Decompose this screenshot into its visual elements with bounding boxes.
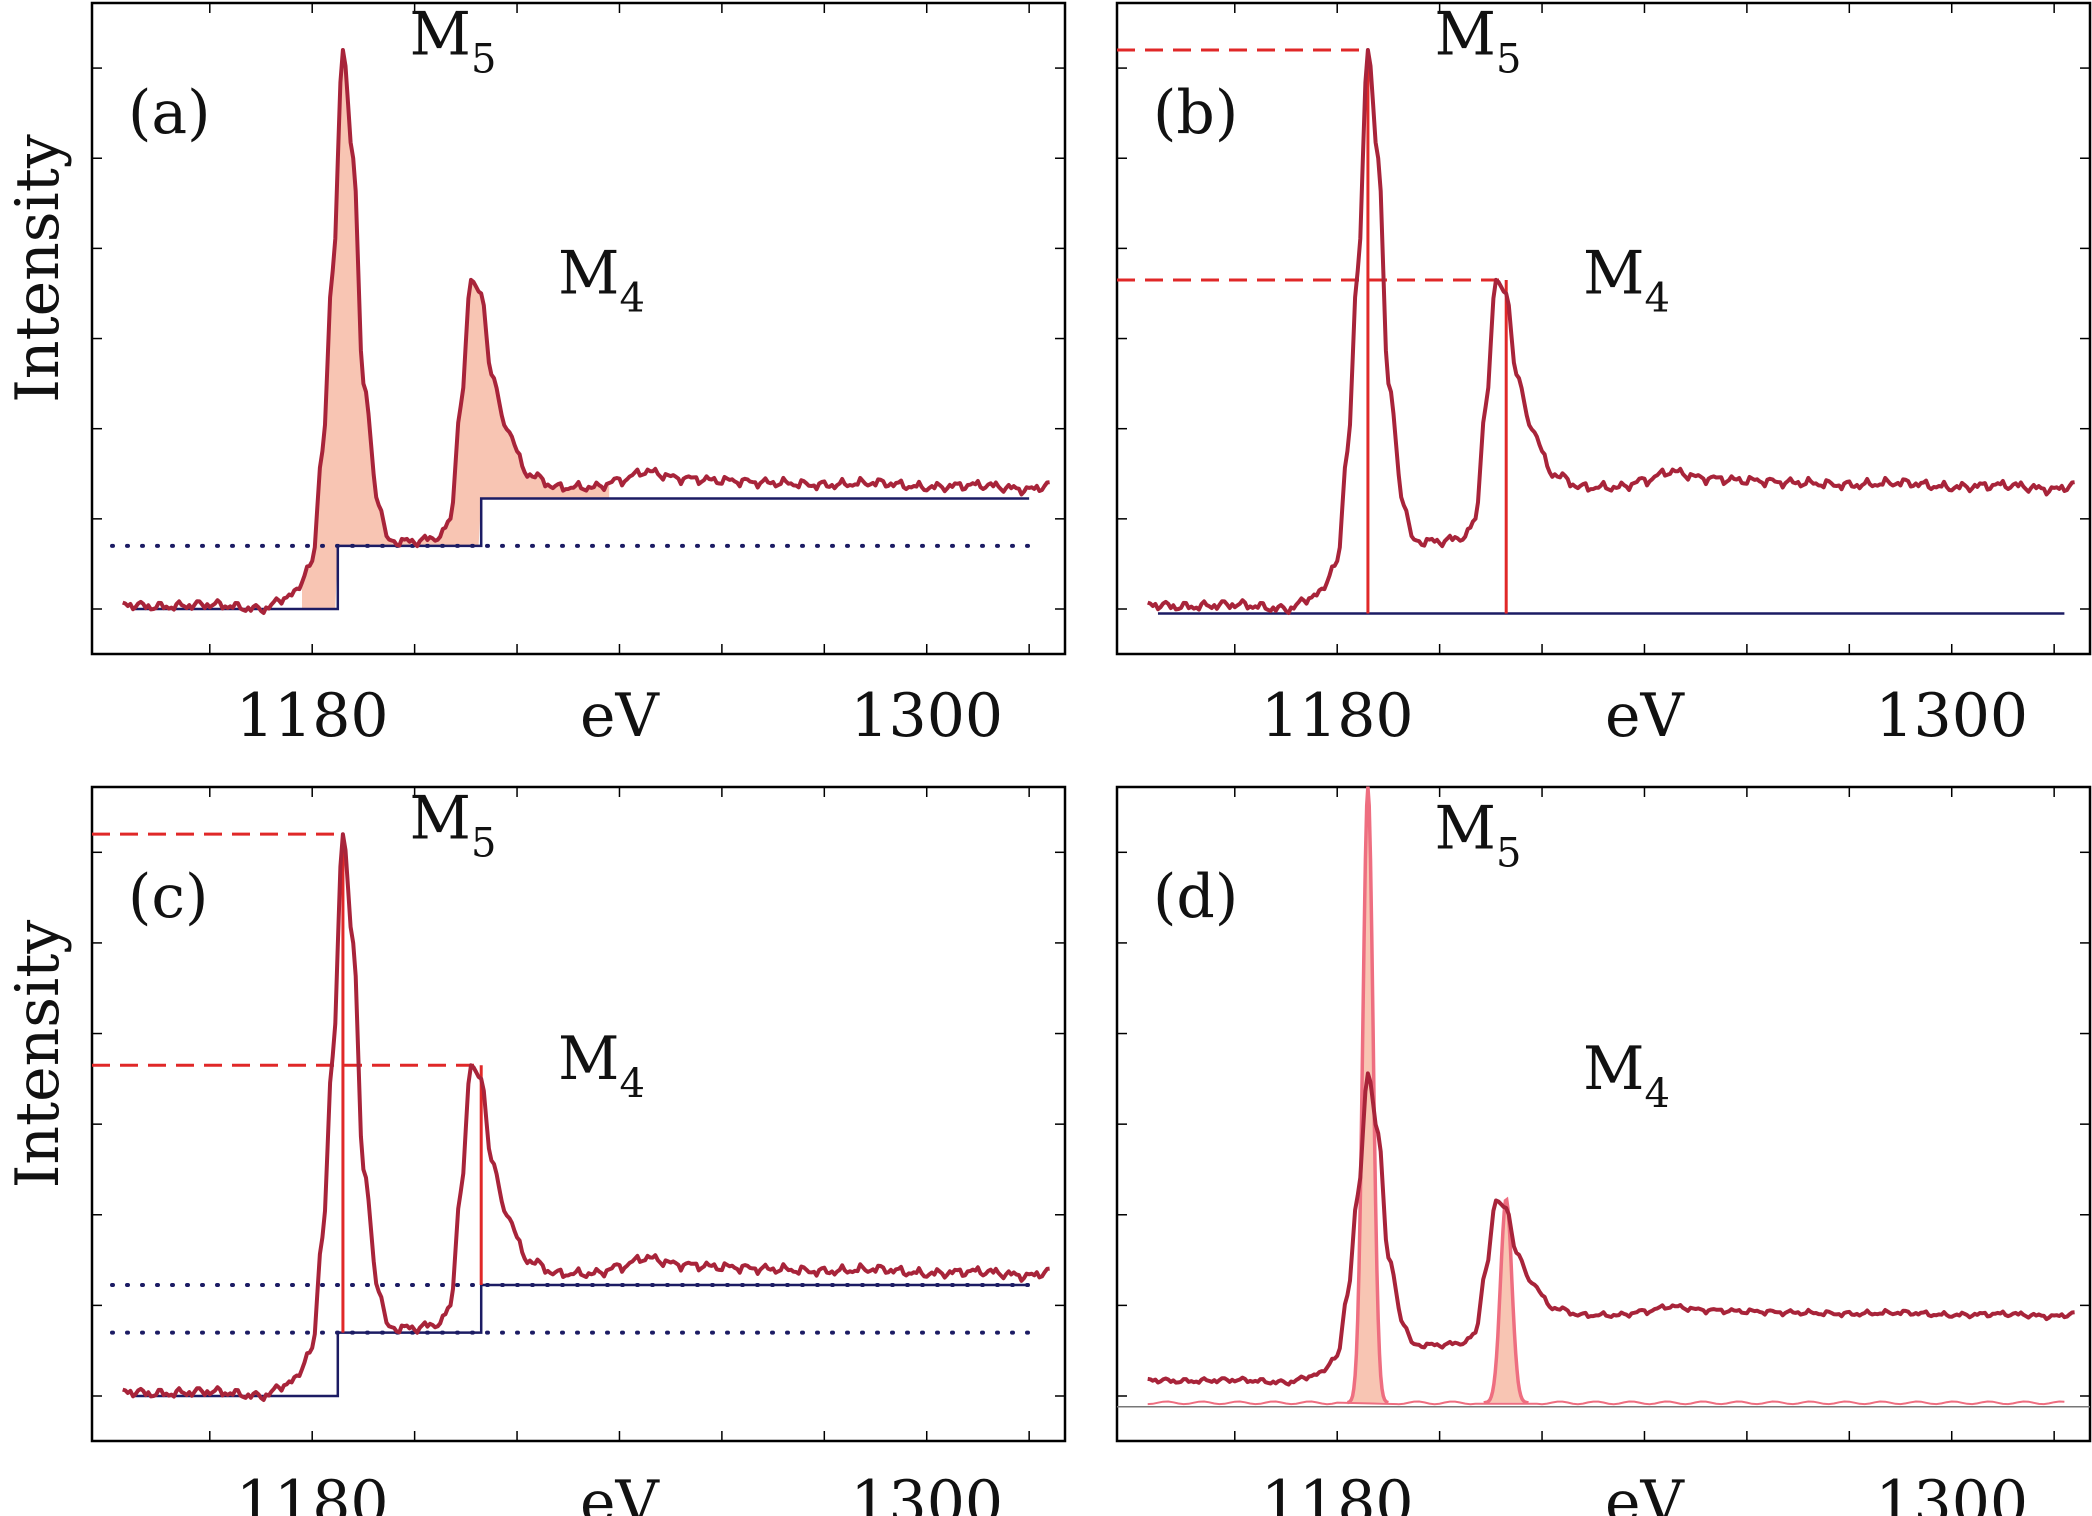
plot-frame bbox=[1115, 785, 2092, 1443]
step-background bbox=[132, 497, 1030, 611]
x-axis-unit-label: eV bbox=[1605, 1468, 1686, 1516]
y-axis-label: Intensity bbox=[3, 920, 73, 1189]
x-tick-label-1180: 1180 bbox=[1261, 1468, 1414, 1516]
fitted-peak-m4-fill bbox=[1483, 1199, 1529, 1403]
spectrum-line bbox=[1147, 1071, 2075, 1387]
peak-label-m4: M4 bbox=[1583, 238, 1670, 321]
panel-label: (c) bbox=[128, 862, 208, 932]
y-axis-label: Intensity bbox=[3, 134, 73, 403]
panel-a: (a) M5 M4 1180 1300 eV Intensity bbox=[3, 0, 1067, 751]
peak-subscript: 5 bbox=[471, 37, 496, 83]
peak-subscript: 5 bbox=[1496, 831, 1521, 877]
panel-label: (d) bbox=[1153, 862, 1238, 932]
x-tick-label-1300: 1300 bbox=[1875, 1468, 2028, 1516]
x-axis-unit-label: eV bbox=[580, 1468, 661, 1516]
panel-label: (b) bbox=[1153, 78, 1238, 148]
peak-subscript: 4 bbox=[1644, 275, 1669, 321]
plot-frame bbox=[90, 1, 1067, 656]
peak-subscript: 4 bbox=[619, 275, 644, 321]
fitted-baseline bbox=[1147, 1400, 2065, 1406]
peak-label-m4: M4 bbox=[558, 238, 645, 321]
panel-label: (a) bbox=[128, 78, 211, 148]
plot-frame bbox=[1115, 1, 2092, 656]
fitted-peak-m5 bbox=[1347, 786, 1389, 1405]
plot-frame bbox=[90, 785, 1067, 1443]
x-tick-label-1300: 1300 bbox=[1875, 681, 2028, 751]
peak-label-m4: M4 bbox=[1583, 1034, 1670, 1117]
x-tick-label-1180: 1180 bbox=[236, 1468, 389, 1516]
panel-b: (b) M5 M4 1180 1300 eV bbox=[1115, 0, 2092, 751]
spectrum-line bbox=[1147, 48, 2075, 615]
peak-subscript: 4 bbox=[619, 1061, 644, 1107]
x-axis-unit-label: eV bbox=[580, 681, 661, 751]
panel-c: (c) M5 M4 1180 1300 eV Intensity bbox=[3, 784, 1067, 1516]
peak-subscript: 5 bbox=[471, 821, 496, 867]
spectrum-line bbox=[122, 48, 1050, 615]
peak-subscript: 5 bbox=[1496, 37, 1521, 83]
x-tick-label-1300: 1300 bbox=[850, 681, 1003, 751]
x-tick-label-1300: 1300 bbox=[850, 1468, 1003, 1516]
peak-label-m5: M5 bbox=[1435, 0, 1522, 83]
peak-label-m5: M5 bbox=[410, 0, 497, 83]
peak-area-fill bbox=[302, 50, 610, 609]
peak-label-m5: M5 bbox=[1435, 794, 1522, 877]
spectrum-line bbox=[122, 832, 1050, 1402]
peak-label-m5: M5 bbox=[410, 784, 497, 867]
peak-label-m4: M4 bbox=[558, 1024, 645, 1107]
step-background bbox=[132, 1283, 1030, 1398]
x-tick-label-1180: 1180 bbox=[1261, 681, 1414, 751]
x-tick-label-1180: 1180 bbox=[236, 681, 389, 751]
fitted-peak-m4 bbox=[1483, 1196, 1529, 1405]
x-axis-unit-label: eV bbox=[1605, 681, 1686, 751]
peak-subscript: 4 bbox=[1644, 1071, 1669, 1117]
fitted-peak-m5-fill bbox=[1347, 786, 1389, 1403]
panel-d: (d) M5 M4 1180 1300 eV bbox=[1115, 785, 2092, 1516]
